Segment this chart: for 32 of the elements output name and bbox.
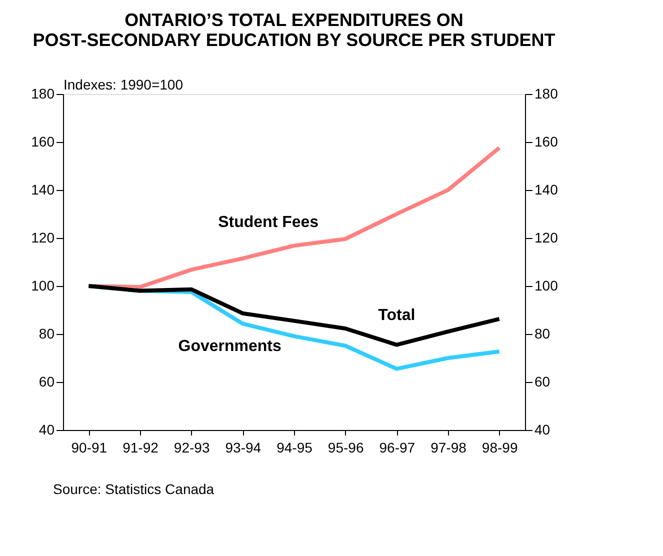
y2-tick-label: 140 xyxy=(534,182,558,198)
y-tick-label: 160 xyxy=(31,134,55,150)
x-tick-label: 94-95 xyxy=(276,440,313,456)
chart-title: ONTARIO’S TOTAL EXPENDITURES ON POST-SECONDARY EDUCATION BY SOURCE PER STUDENT xyxy=(32,10,556,50)
source-note: Source: Statistics Canada xyxy=(53,481,214,497)
y2-tick-label: 60 xyxy=(534,374,550,390)
y2-tick-label: 100 xyxy=(534,278,558,294)
y2-tick-label: 160 xyxy=(534,134,558,150)
y-tick-label: 180 xyxy=(31,86,55,102)
y-tick-label: 60 xyxy=(38,374,55,390)
series-label: Student Fees xyxy=(218,214,319,232)
y-tick-label: 80 xyxy=(38,326,55,342)
y-tick-label: 140 xyxy=(31,182,55,198)
x-tick-label: 96-97 xyxy=(379,440,416,456)
x-tick-label: 98-99 xyxy=(482,440,518,456)
line-series xyxy=(86,146,502,289)
x-tick-label: 92-93 xyxy=(174,440,210,456)
y2-tick-label: 80 xyxy=(534,326,550,342)
x-tick-label: 90-91 xyxy=(71,440,108,456)
y-axis-title: Indexes: 1990=100 xyxy=(64,76,184,92)
series-label: Governments xyxy=(178,338,282,355)
y2-tick-label: 120 xyxy=(534,230,558,246)
y2-tick-label: 180 xyxy=(534,86,558,102)
series-label: Total xyxy=(378,306,416,324)
y-tick-label: 120 xyxy=(31,230,55,246)
x-tick-label: 95-96 xyxy=(328,440,364,456)
y-tick-label: 40 xyxy=(38,422,55,438)
y-tick-label: 100 xyxy=(31,278,55,294)
x-tick-label: 93-94 xyxy=(225,440,262,456)
y2-tick-label: 40 xyxy=(534,422,550,438)
x-tick-label: 91-92 xyxy=(122,440,159,456)
x-tick-label: 97-98 xyxy=(430,440,467,456)
